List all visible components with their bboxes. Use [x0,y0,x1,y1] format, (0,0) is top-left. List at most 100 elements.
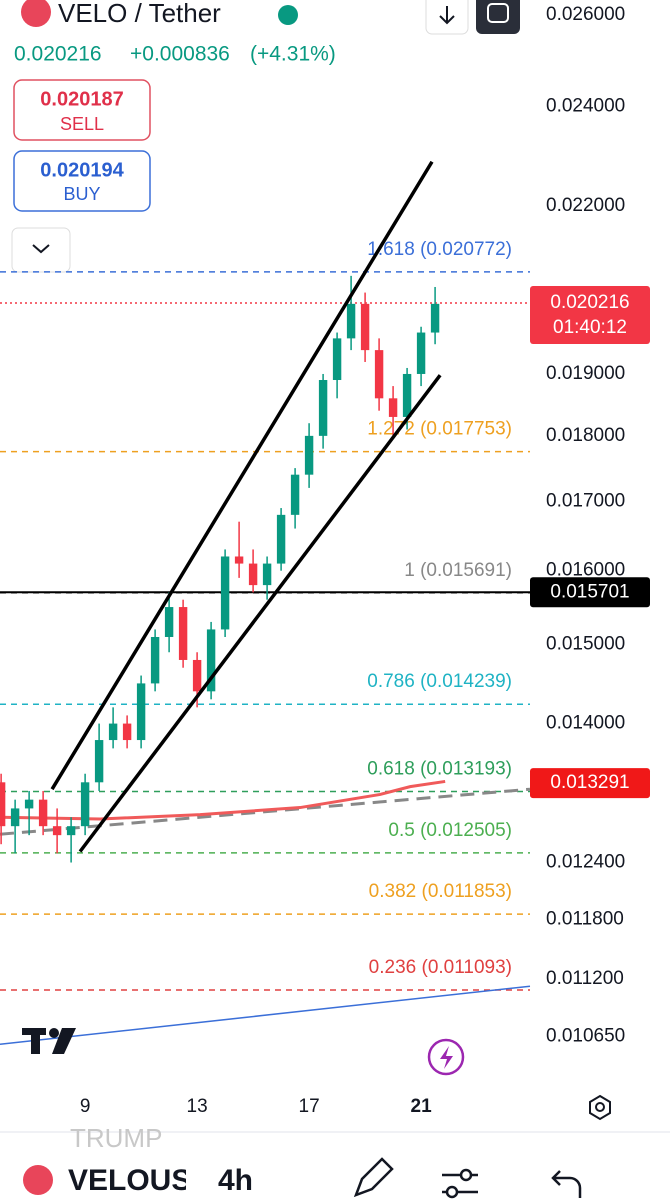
fib-label: 0.5 (0.012505) [388,820,512,841]
lightning-icon [440,1046,453,1069]
toolbar [0,1150,670,1199]
candle-body [178,607,188,660]
toolbar-symbol-icon [23,1165,53,1195]
y-tick-label: 0.010650 [546,1026,625,1047]
candle-body [430,303,440,333]
ma-price-box [530,768,650,799]
price-change: +0.000836 [130,43,230,66]
ma-price-label: 0.013291 [550,772,629,793]
candle-body [234,556,244,564]
candle-body [332,338,342,381]
candle-body [262,563,272,586]
fib-label: 0.236 (0.011093) [369,957,512,978]
buy-button[interactable] [13,150,151,212]
candle-body [122,723,132,741]
settings-icon[interactable] [589,1094,611,1121]
fib-label: 1.272 (0.017753) [367,419,512,440]
candle-body [24,799,34,809]
y-tick-label: 0.014000 [546,713,625,734]
fib-label: 1 (0.015691) [404,560,512,581]
candle-body [220,556,230,630]
tv-logo [22,1028,76,1054]
moving-average [0,779,446,821]
fullscreen-icon [487,3,509,23]
market-status [278,5,298,25]
interval[interactable]: 4h [218,1164,253,1197]
candle-body [0,782,6,827]
symbol-title[interactable]: VELO / Tether [58,0,221,28]
price-change-pct: (+4.31%) [250,43,336,66]
candle-body [94,740,104,783]
candle-body [388,398,398,417]
candle-body [10,808,20,827]
y-tick-label: 0.017000 [546,490,625,511]
candle-body [248,563,258,586]
y-tick-label: 0.011800 [546,908,624,929]
candle-body [402,373,412,417]
candle-body [360,303,370,351]
channel-lower [78,374,442,853]
candle-body [150,636,160,684]
candle-body [52,826,62,836]
candle-body [346,303,356,339]
settings-dot [595,1102,605,1112]
candle-body [66,826,76,836]
candle-body [206,629,216,692]
candle-body [304,435,314,475]
x-tick-label: 9 [80,1096,91,1117]
watch-item[interactable]: TRUMP [70,1123,162,1153]
chevron-icon [32,244,50,254]
fib-label: 0.786 (0.014239) [367,671,512,692]
last-price-box [530,285,650,344]
symbol-clip: VELOUS [68,1164,191,1197]
candle-body [164,607,174,637]
sell-label: SELL [60,114,104,134]
candle-body [80,782,90,827]
fib-label: 0.382 (0.011853) [369,881,512,902]
candle-body [276,514,286,564]
fib-label: 1.618 (0.020772) [367,239,512,260]
trendline [0,985,531,1045]
symbol-icon[interactable] [21,0,51,27]
channel-upper [50,160,434,791]
download-icon [439,6,455,25]
dashed-average [0,787,531,836]
lightning-button[interactable] [427,1038,465,1076]
x-tick-label: 21 [411,1096,433,1117]
y-tick-label: 0.024000 [546,96,625,117]
y-tick-label: 0.015000 [546,634,625,655]
horizontal-line-box [530,577,650,608]
plot-area: 0.026000 0.024000 0.022000 0.019000 0.018000… [0,4,650,1117]
y-tick-label: 0.019000 [546,363,625,384]
fullscreen-button[interactable] [476,0,520,34]
y-tick-label: 0.012400 [546,852,625,873]
candle-body [416,332,426,374]
y-tick-label: 0.018000 [546,425,625,446]
sell-button[interactable] [13,79,151,141]
x-tick-label: 17 [299,1096,320,1117]
y-tick-label: 0.016000 [546,560,625,581]
y-tick-label: 0.011200 [546,968,624,989]
draw-icon[interactable] [353,1157,394,1198]
candle-body [136,683,146,741]
collapse-button[interactable] [11,227,71,273]
countdown: 01:40:12 [553,317,627,338]
sell-price: 0.020187 [40,88,123,110]
candle-body [192,659,202,692]
buy-price: 0.020194 [40,159,124,181]
candle-body [318,380,328,436]
candle-body [108,723,118,741]
last-price-label: 0.020216 [550,292,629,313]
undo-icon[interactable] [551,1170,582,1198]
candle-body [290,474,300,515]
indicators-icon[interactable] [442,1168,478,1199]
fib-label: 0.618 (0.013193) [367,759,512,780]
y-tick-label: 0.026000 [546,4,625,25]
y-tick-label: 0.022000 [546,195,625,216]
toolbar-symbol[interactable]: VELOUS [68,1164,191,1197]
x-tick-label: 13 [187,1096,208,1117]
buy-label: BUY [63,184,100,204]
